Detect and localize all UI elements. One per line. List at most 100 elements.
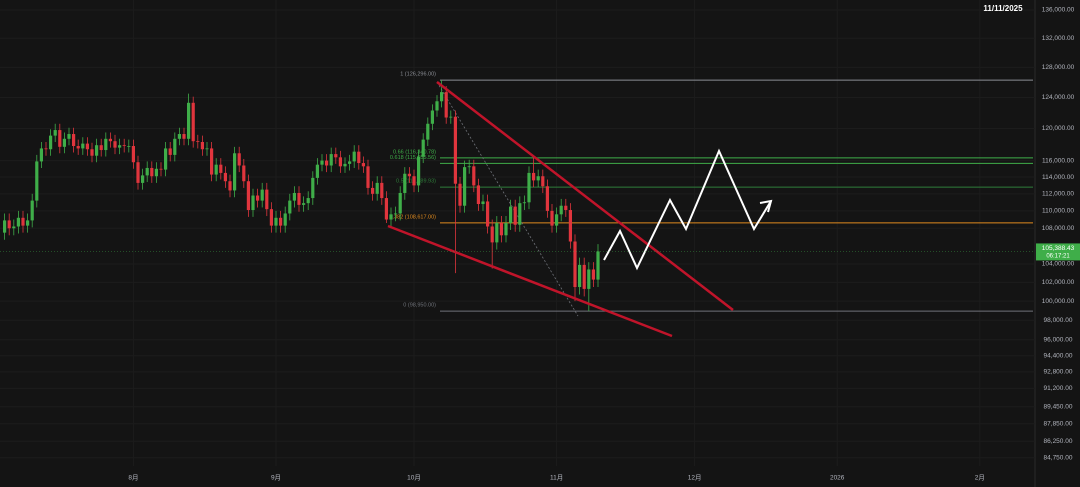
candle-body: [453, 116, 457, 184]
candle-body: [375, 182, 379, 194]
fib-label: 0.618 (115,655.56): [390, 155, 436, 161]
x-tick-label: 8月: [128, 474, 138, 482]
candle-body: [90, 149, 94, 156]
candle-body: [311, 177, 315, 199]
candle-body: [12, 226, 16, 229]
candle-body: [302, 203, 306, 205]
candle-body: [3, 220, 7, 233]
y-tick-label: 108,000.00: [1042, 225, 1075, 232]
candle-body: [357, 151, 361, 164]
candle-body: [127, 146, 131, 147]
candle-body: [582, 264, 586, 289]
x-tick-label: 11月: [550, 474, 563, 482]
y-tick-label: 91,200.00: [1044, 385, 1073, 392]
candle-body: [481, 201, 485, 205]
candle-body: [384, 198, 388, 220]
candle-body: [177, 134, 181, 139]
candles: [3, 80, 600, 312]
candle-body: [256, 195, 260, 201]
projection-path: [603, 148, 772, 271]
candle-body: [573, 241, 577, 288]
fib-retracement: 1 (126,296.00) 0.66 (116,340.78)0.618 (11…: [390, 72, 1033, 312]
fib-label: 0.382 (108,617.00): [390, 214, 437, 220]
candle-body: [306, 198, 310, 204]
candle-body: [237, 153, 241, 166]
candle-body: [288, 200, 292, 214]
candle-body: [403, 173, 407, 193]
upper-trendline: [436, 81, 734, 311]
candle-body: [371, 187, 375, 194]
candle-body: [394, 213, 398, 215]
candle-body: [154, 168, 158, 177]
candle-body: [421, 139, 425, 157]
candle-body: [527, 172, 531, 203]
candle-body: [366, 166, 370, 188]
y-tick-label: 132,000.00: [1042, 35, 1075, 42]
candle-body: [99, 145, 103, 151]
grid: [0, 0, 1035, 466]
candle-body: [62, 138, 66, 147]
candle-body: [458, 183, 462, 206]
candle-body: [16, 217, 20, 227]
y-tick-label: 104,000.00: [1042, 261, 1075, 268]
candle-body: [315, 164, 319, 178]
fib-label: 1 (126,296.00): [400, 72, 436, 78]
candle-body: [210, 148, 214, 175]
candle-body: [118, 145, 122, 148]
candle-body: [541, 176, 545, 187]
x-tick-label: 2026: [830, 475, 845, 482]
candle-body: [325, 160, 329, 166]
candle-body: [467, 166, 471, 168]
candle-body: [499, 223, 503, 236]
x-tick-label: 9月: [271, 474, 281, 482]
candle-body: [430, 110, 434, 124]
y-tick-label: 110,000.00: [1042, 208, 1074, 215]
candle-body: [486, 201, 490, 227]
date-label: 11/11/2025: [983, 4, 1023, 13]
candle-body: [214, 164, 218, 175]
candle-body: [412, 176, 416, 186]
candle-body: [568, 210, 572, 242]
y-tick-label: 96,000.00: [1044, 337, 1073, 344]
price-tag-countdown: 06:17:21: [1046, 254, 1070, 260]
candle-body: [509, 206, 513, 224]
y-tick-label: 112,000.00: [1042, 191, 1074, 198]
candle-body: [343, 163, 347, 167]
y-tick-label: 116,000.00: [1042, 157, 1074, 164]
candle-body: [463, 167, 467, 206]
candle-body: [113, 141, 117, 148]
fib-label: 0.5 (112,789.93): [396, 179, 436, 185]
y-tick-label: 136,000.00: [1042, 7, 1075, 14]
candle-body: [182, 134, 186, 139]
y-tick-label: 120,000.00: [1042, 125, 1075, 132]
x-tick-label: 10月: [407, 474, 421, 482]
candle-body: [223, 172, 227, 182]
projection-arrowhead: [759, 199, 773, 213]
candle-body: [550, 210, 554, 226]
candle-body: [191, 102, 195, 142]
candle-body: [426, 123, 430, 140]
candle-body: [26, 220, 30, 226]
candle-body: [564, 205, 568, 211]
y-tick-label: 124,000.00: [1042, 94, 1075, 101]
y-tick-label: 102,000.00: [1042, 279, 1075, 286]
candle-body: [108, 138, 112, 142]
lower-trendline: [387, 224, 673, 338]
candle-body: [122, 145, 126, 147]
candle-body: [449, 116, 453, 118]
candle-body: [578, 264, 582, 288]
candle-body: [596, 251, 600, 280]
candle-body: [95, 145, 99, 156]
candle-body: [476, 185, 480, 205]
candle-body: [246, 181, 250, 211]
candle-body: [67, 134, 71, 139]
candle-body: [338, 157, 342, 167]
candle-body: [380, 182, 384, 199]
candle-body: [228, 181, 232, 191]
price-tag: [1036, 243, 1080, 261]
candle-body: [49, 135, 53, 150]
candle-body: [159, 168, 163, 170]
candle-body: [334, 154, 338, 158]
